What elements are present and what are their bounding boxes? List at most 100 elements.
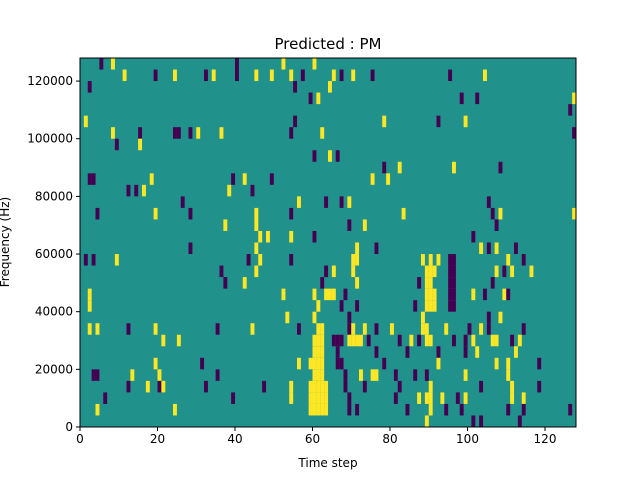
heatmap-cell: [281, 288, 286, 301]
heatmap-cell: [328, 150, 332, 162]
plot-area: [79, 57, 577, 428]
heatmap-cell: [266, 230, 270, 243]
heatmap-cell: [343, 288, 348, 301]
heatmap-cell: [153, 357, 158, 370]
heatmap-cell: [176, 127, 181, 139]
heatmap-cell: [494, 357, 499, 370]
heatmap-cell: [308, 92, 313, 105]
heatmap-cell: [312, 311, 317, 324]
heatmap-cell: [572, 92, 576, 105]
heatmap-cell: [428, 288, 433, 301]
heatmap-cell: [95, 369, 100, 381]
heatmap-cell: [417, 392, 422, 404]
y-tick-label: 60000: [35, 247, 73, 261]
heatmap-cell: [351, 69, 356, 82]
x-tick-label: 0: [76, 432, 84, 446]
heatmap-cell: [393, 369, 398, 381]
heatmap-cell: [126, 323, 131, 335]
heatmap-cell: [320, 357, 325, 370]
heatmap-cell: [161, 380, 166, 393]
heatmap-cell: [312, 288, 317, 301]
heatmap-cell: [91, 254, 96, 266]
heatmap-cell: [537, 380, 542, 393]
heatmap-cell: [471, 288, 476, 301]
heatmap-cell: [452, 265, 456, 278]
heatmap-cell: [153, 207, 158, 220]
heatmap-cell: [374, 346, 379, 358]
heatmap-cell: [424, 300, 429, 312]
heatmap-cell: [494, 242, 499, 255]
heatmap-cell: [486, 242, 491, 255]
heatmap-cell: [324, 403, 329, 416]
heatmap-cell: [471, 415, 476, 427]
heatmap-cell: [351, 334, 356, 347]
heatmap-cell: [486, 196, 491, 208]
heatmap-cell: [479, 415, 484, 427]
heatmap-cell: [328, 81, 332, 93]
plot-background: [80, 58, 576, 427]
heatmap-cell: [320, 127, 325, 139]
heatmap-cell: [347, 219, 352, 231]
heatmap-cell: [521, 392, 526, 404]
heatmap-cell: [382, 115, 387, 128]
heatmap-cell: [490, 334, 495, 347]
heatmap-cell: [494, 219, 499, 231]
y-axis: 0 20000 40000 60000 80000 100000 120000: [27, 74, 80, 434]
heatmap-cell: [417, 277, 422, 289]
heatmap-cell: [568, 403, 573, 416]
heatmap-cell: [362, 219, 367, 231]
heatmap-cell: [91, 173, 96, 185]
heatmap-cell: [331, 334, 336, 347]
heatmap-cell: [572, 207, 576, 220]
heatmap-cell: [138, 138, 143, 151]
heatmap-cell: [339, 300, 344, 312]
heatmap-cell: [351, 323, 356, 335]
heatmap-cell: [157, 369, 162, 381]
heatmap-cell: [428, 380, 433, 393]
heatmap-cell: [486, 311, 491, 324]
heatmap-cell: [537, 357, 542, 370]
heatmap-cell: [424, 334, 429, 347]
heatmap-cell: [362, 380, 367, 393]
heatmap-cell: [142, 184, 146, 197]
heatmap-cell: [471, 334, 476, 347]
heatmap-cell: [223, 219, 228, 231]
heatmap-cell: [355, 254, 360, 266]
heatmap-cell: [83, 254, 88, 266]
heatmap-cell: [254, 242, 259, 255]
heatmap-cell: [351, 254, 356, 266]
heatmap-cell: [428, 300, 433, 312]
heatmap-cell: [514, 242, 518, 255]
heatmap-cell: [312, 346, 317, 358]
heatmap-cell: [494, 265, 499, 278]
heatmap-cell: [428, 334, 433, 347]
heatmap-cell: [424, 369, 429, 381]
y-tick-label: 120000: [27, 74, 73, 88]
heatmap-cell: [502, 288, 507, 301]
heatmap-cell: [258, 254, 263, 266]
heatmap-cell: [483, 288, 487, 301]
heatmap-cell: [463, 369, 468, 381]
heatmap-cell: [370, 69, 375, 82]
heatmap-cell: [432, 288, 437, 301]
heatmap-cell: [479, 242, 484, 255]
heatmap-cell: [289, 69, 294, 82]
heatmap-cell: [397, 334, 402, 347]
heatmap-cell: [339, 196, 344, 208]
heatmap-cell: [324, 392, 329, 404]
heatmap-cell: [471, 230, 476, 243]
heatmap-cell: [87, 81, 92, 93]
heatmap-cell: [506, 403, 511, 416]
heatmap-cell: [347, 311, 352, 324]
heatmap-cell: [308, 403, 313, 416]
plot-frame: [79, 57, 577, 428]
heatmap-cell: [149, 173, 154, 185]
heatmap-cell: [432, 265, 437, 278]
heatmap-cell: [95, 207, 100, 220]
heatmap-cell: [436, 115, 441, 128]
heatmap-cell: [316, 403, 321, 416]
heatmap-cell: [374, 242, 379, 255]
heatmap-cell: [242, 173, 247, 185]
heatmap-cell: [521, 323, 526, 335]
